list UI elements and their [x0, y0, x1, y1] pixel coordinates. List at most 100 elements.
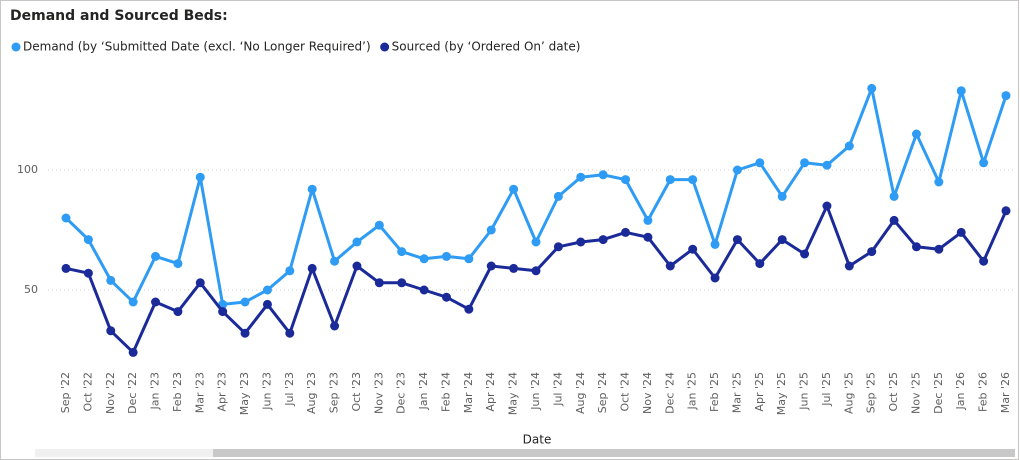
data-point — [531, 266, 541, 276]
x-tick-label: Jun '23 — [260, 372, 273, 411]
data-point — [688, 175, 698, 185]
legend-label: Sourced (by ‘Ordered On’ date) — [392, 40, 581, 54]
x-tick-label: Nov '22 — [104, 372, 117, 414]
data-point — [621, 227, 631, 237]
data-point — [374, 278, 384, 288]
data-point — [330, 256, 340, 266]
data-point — [911, 242, 921, 252]
data-point — [598, 235, 608, 245]
x-tick-label: Mar '26 — [999, 372, 1012, 413]
x-tick-label: Sep '24 — [596, 372, 609, 413]
data-point — [61, 213, 71, 223]
x-tick-label: Sep '23 — [328, 372, 341, 413]
x-tick-label: Dec '25 — [932, 372, 945, 414]
data-point — [509, 184, 519, 194]
x-tick-label: Feb '23 — [171, 372, 184, 412]
data-point — [486, 261, 496, 271]
x-tick-label: Feb '25 — [708, 372, 721, 412]
data-point — [979, 256, 989, 266]
data-point — [262, 285, 272, 295]
x-tick-label: Jul '25 — [820, 372, 833, 407]
data-point — [1001, 91, 1011, 101]
data-point — [777, 191, 787, 201]
data-point — [173, 307, 183, 317]
data-point — [889, 191, 899, 201]
data-point — [240, 297, 250, 307]
data-point — [83, 235, 93, 245]
data-point — [732, 235, 742, 245]
x-tick-label: Sep '25 — [865, 372, 878, 413]
data-point — [352, 237, 362, 247]
data-point — [755, 259, 765, 269]
data-point — [151, 297, 161, 307]
data-point — [128, 347, 138, 357]
x-tick-label: Jan '25 — [686, 372, 699, 410]
data-point — [509, 263, 519, 273]
data-point — [800, 158, 810, 168]
data-point — [307, 184, 317, 194]
x-tick-label: Dec '24 — [663, 372, 676, 414]
x-tick-label: Oct '24 — [619, 372, 632, 412]
x-tick-label: Oct '22 — [81, 372, 94, 412]
x-tick-label: Jan '24 — [417, 372, 430, 410]
x-tick-label: May '25 — [775, 372, 788, 415]
data-point — [240, 328, 250, 338]
x-tick-label: Jul '24 — [551, 372, 564, 407]
data-point — [822, 160, 832, 170]
x-tick-label: Jun '24 — [529, 372, 542, 411]
data-point — [195, 278, 205, 288]
x-tick-label: Oct '25 — [887, 372, 900, 412]
x-tick-label: Apr '24 — [484, 372, 497, 412]
x-tick-label: May '23 — [238, 372, 251, 415]
data-point — [61, 263, 71, 273]
data-point — [643, 215, 653, 225]
data-point — [374, 220, 384, 230]
x-tick-label: Nov '23 — [372, 372, 385, 414]
x-tick-label: Apr '25 — [753, 372, 766, 412]
data-point — [330, 321, 340, 331]
y-tick-label: 100 — [17, 163, 38, 176]
data-point — [195, 172, 205, 182]
data-point — [822, 201, 832, 211]
data-point — [889, 215, 899, 225]
data-point — [844, 141, 854, 151]
x-axis-label: Date — [523, 433, 552, 447]
data-point — [934, 177, 944, 187]
data-point — [419, 285, 429, 295]
x-tick-label: Sep '22 — [59, 372, 72, 413]
x-tick-label: Aug '23 — [305, 372, 318, 414]
x-tick-label: Jul '23 — [283, 372, 296, 407]
x-tick-label: Feb '24 — [439, 372, 452, 412]
x-tick-label: Feb '26 — [977, 372, 990, 412]
x-tick-label: Oct '23 — [350, 372, 363, 412]
data-point — [397, 278, 407, 288]
scrollbar-thumb[interactable] — [213, 449, 1015, 457]
data-point — [553, 242, 563, 252]
y-tick-label: 50 — [24, 283, 38, 296]
data-point — [710, 273, 720, 283]
data-point — [956, 86, 966, 96]
data-point — [777, 235, 787, 245]
data-point — [262, 299, 272, 309]
data-point — [151, 251, 161, 261]
data-point — [397, 247, 407, 257]
data-point — [106, 275, 116, 285]
data-point — [531, 237, 541, 247]
data-point — [867, 83, 877, 93]
data-point — [285, 328, 295, 338]
legend-label: Demand (by ‘Submitted Date (excl. ‘No Lo… — [23, 40, 371, 54]
data-point — [419, 254, 429, 264]
x-tick-label: May '24 — [507, 372, 520, 415]
data-point — [464, 304, 474, 314]
data-point — [576, 237, 586, 247]
data-point — [173, 259, 183, 269]
data-point — [665, 175, 675, 185]
data-point — [688, 244, 698, 254]
x-tick-label: Apr '23 — [216, 372, 229, 412]
data-point — [285, 266, 295, 276]
x-tick-label: Jan '26 — [954, 372, 967, 410]
data-point — [1001, 206, 1011, 216]
x-tick-label: Dec '22 — [126, 372, 139, 414]
